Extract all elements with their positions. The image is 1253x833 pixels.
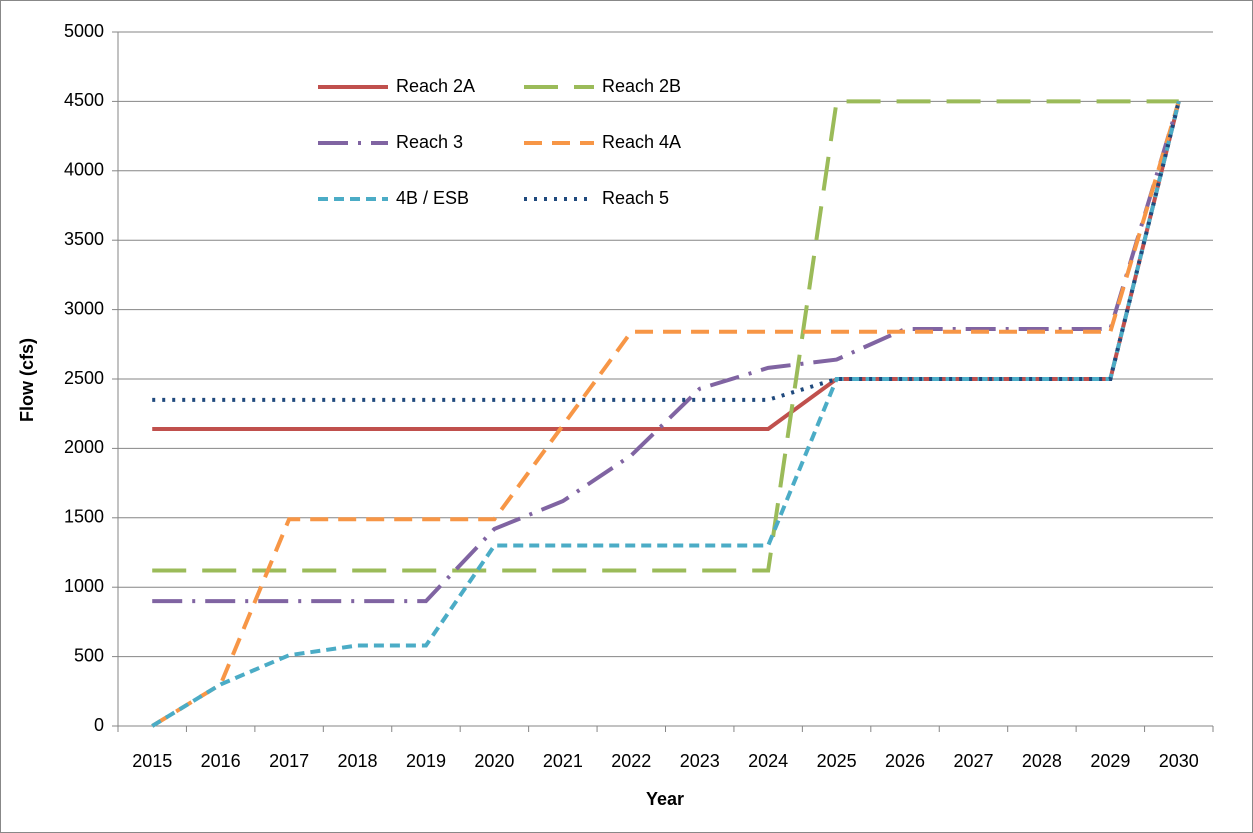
legend-label: Reach 2A (396, 76, 475, 96)
x-tick-label: 2021 (543, 751, 583, 771)
y-tick-label: 4500 (64, 90, 104, 110)
x-tick-label: 2028 (1022, 751, 1062, 771)
y-tick-label: 5000 (64, 21, 104, 41)
y-tick-label: 1500 (64, 507, 104, 527)
series-line (152, 99, 1179, 573)
x-tick-label: 2029 (1090, 751, 1130, 771)
x-axis-label: Year (646, 789, 684, 809)
y-tick-label: 2500 (64, 368, 104, 388)
y-tick-label: 2000 (64, 437, 104, 457)
y-axis-label: Flow (cfs) (17, 338, 37, 422)
x-tick-label: 2026 (885, 751, 925, 771)
series-line (151, 100, 1181, 728)
legend-label: 4B / ESB (396, 188, 469, 208)
x-tick-label: 2024 (748, 751, 788, 771)
x-tick-label: 2027 (953, 751, 993, 771)
x-tick-label: 2020 (474, 751, 514, 771)
legend-label: Reach 2B (602, 76, 681, 96)
series-line (151, 100, 1181, 728)
legend-label: Reach 3 (396, 132, 463, 152)
x-tick-label: 2025 (817, 751, 857, 771)
x-tick-label: 2022 (611, 751, 651, 771)
x-tick-label: 2016 (201, 751, 241, 771)
legend-label: Reach 4A (602, 132, 681, 152)
y-tick-label: 0 (94, 715, 104, 735)
y-tick-label: 1000 (64, 576, 104, 596)
x-tick-label: 2015 (132, 751, 172, 771)
x-tick-label: 2017 (269, 751, 309, 771)
y-tick-label: 3500 (64, 229, 104, 249)
series-line (152, 100, 1181, 431)
y-tick-label: 4000 (64, 160, 104, 180)
x-tick-label: 2019 (406, 751, 446, 771)
x-tick-label: 2030 (1159, 751, 1199, 771)
y-tick-label: 500 (74, 645, 104, 665)
y-tick-label: 3000 (64, 298, 104, 318)
legend-label: Reach 5 (602, 188, 669, 208)
x-tick-label: 2023 (680, 751, 720, 771)
x-tick-label: 2018 (338, 751, 378, 771)
series-line (152, 100, 1181, 402)
series-line (152, 100, 1181, 604)
